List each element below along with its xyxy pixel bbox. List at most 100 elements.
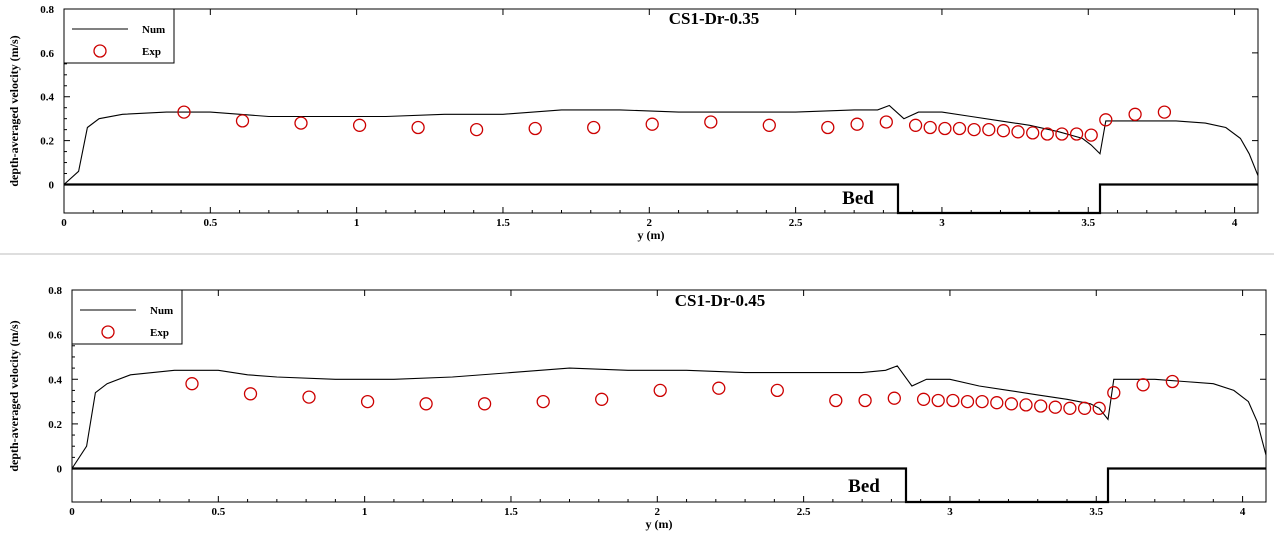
plot-frame	[63, 8, 1259, 214]
exp-data-point	[477, 397, 492, 411]
exp-data-point	[975, 394, 989, 409]
legend-exp-label: Exp	[150, 327, 169, 339]
exp-data-point	[931, 393, 945, 408]
x-tick-label: 0.5	[203, 217, 217, 229]
exp-data-point	[1165, 374, 1180, 389]
exp-data-point	[990, 396, 1004, 410]
legend-num-label: Num	[150, 305, 173, 317]
exp-data-point	[302, 390, 316, 404]
bed-annotation: Bed	[842, 188, 874, 209]
exp-data-point	[762, 118, 776, 132]
exp-data-point	[829, 393, 843, 408]
exp-data-point	[887, 391, 901, 405]
exp-data-point	[536, 394, 550, 409]
exp-data-point	[528, 121, 542, 136]
legend-box	[63, 8, 175, 64]
exp-data-point	[1011, 125, 1025, 139]
exp-data-point	[1019, 398, 1033, 412]
exp-data-point	[1069, 127, 1084, 141]
legend-exp-swatch	[93, 44, 107, 58]
exp-data-point	[177, 105, 191, 119]
y-tick-label: 0	[57, 464, 63, 476]
x-tick-label: 3.5	[1081, 217, 1095, 229]
exp-data-point	[712, 381, 726, 395]
exp-data-point	[946, 393, 960, 408]
exp-data-point	[938, 121, 952, 136]
x-axis-label: y (m)	[646, 517, 673, 531]
y-tick-label: 0.8	[40, 4, 54, 16]
x-tick-label: 0	[61, 217, 67, 229]
chart-title: CS1-Dr-0.35	[669, 9, 760, 28]
y-tick-label: 0.2	[48, 419, 62, 431]
exp-data-point	[1136, 378, 1150, 392]
y-tick-label: 0.4	[48, 374, 62, 386]
exp-data-point	[469, 122, 484, 137]
legend-num-label: Num	[142, 24, 165, 36]
x-tick-label: 0.5	[211, 506, 225, 518]
y-tick-label: 0	[49, 179, 55, 191]
num-series-line	[71, 365, 1267, 469]
legend-box	[71, 289, 183, 345]
bed-annotation: Bed	[848, 476, 880, 497]
exp-data-point	[770, 383, 784, 398]
x-tick-label: 2	[647, 217, 653, 229]
x-tick-label: 1	[354, 217, 360, 229]
exp-data-point	[1099, 113, 1113, 127]
exp-data-point	[996, 124, 1011, 138]
exp-data-point	[858, 393, 872, 408]
x-tick-label: 4	[1240, 506, 1246, 518]
exp-data-point	[960, 394, 975, 409]
y-tick-label: 0.4	[40, 92, 54, 104]
exp-data-point	[916, 392, 931, 406]
exp-data-point	[645, 117, 659, 131]
legend-exp-swatch	[101, 325, 115, 339]
x-tick-label: 3	[947, 506, 953, 518]
chart-panel-1: 0 0.5 1 1.5 2 2.5 3 3.5 4 0 0.2 0.4 0.6 0.8 y (m) depth…	[7, 4, 1259, 242]
x-tick-label: 1.5	[496, 217, 510, 229]
x-tick-label: 4	[1232, 217, 1238, 229]
legend: Num Exp	[63, 8, 175, 64]
bed-profile-line	[64, 183, 1258, 215]
exp-data-point	[294, 116, 308, 130]
exp-data-point	[1084, 128, 1098, 142]
exp-data-point	[1077, 401, 1092, 415]
x-tick-label: 1.5	[504, 506, 518, 518]
x-tick-label: 1	[362, 506, 368, 518]
x-tick-label: 2	[655, 506, 661, 518]
exp-data-point	[1040, 127, 1054, 141]
exp-data-point	[982, 122, 996, 137]
exp-data-point	[1055, 127, 1069, 141]
y-axis-label: depth-averaged velocity (m/s)	[7, 35, 21, 186]
exp-data-point	[352, 118, 367, 132]
exp-data-point	[185, 377, 199, 391]
exp-data-point	[1026, 126, 1040, 140]
x-tick-label: 0	[69, 506, 75, 518]
exp-data-point	[967, 122, 981, 137]
y-tick-label: 0.8	[48, 285, 62, 297]
exp-data-point	[1034, 399, 1048, 413]
exp-data-point	[411, 120, 425, 135]
legend: Num Exp	[71, 289, 183, 345]
chart-panel-2: 0 0.5 1 1.5 2 2.5 3 3.5 4 0 0.2 0.4 0.6 0.8 y (m) depth…	[7, 285, 1267, 531]
exp-data-point	[360, 394, 375, 409]
exp-data-point	[243, 387, 258, 401]
legend-exp-label: Exp	[142, 46, 161, 58]
y-tick-label: 0.6	[48, 330, 62, 342]
x-tick-label: 3	[939, 217, 945, 229]
exp-data-point	[1004, 397, 1019, 411]
x-tick-label: 2.5	[797, 506, 811, 518]
exp-data-point	[952, 121, 967, 136]
exp-data-point	[704, 115, 718, 129]
x-tick-label: 3.5	[1089, 506, 1103, 518]
exp-data-point	[1157, 105, 1172, 119]
y-tick-label: 0.2	[40, 136, 54, 148]
num-series-line	[63, 104, 1259, 185]
exp-data-point	[587, 120, 601, 135]
x-tick-label: 2.5	[789, 217, 803, 229]
exp-data-point	[595, 392, 609, 406]
exp-data-point	[821, 120, 835, 135]
exp-data-point	[1092, 401, 1106, 415]
exp-data-point	[923, 120, 937, 135]
bed-profile-line	[72, 467, 1266, 504]
exp-data-point	[419, 397, 433, 411]
